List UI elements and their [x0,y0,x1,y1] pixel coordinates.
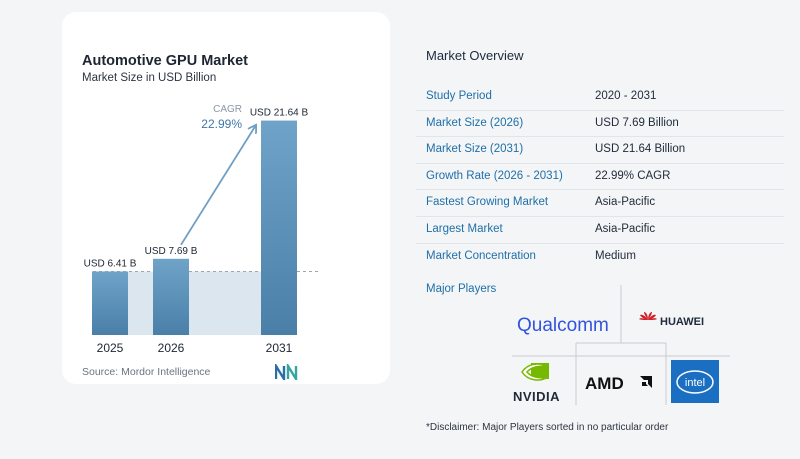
market-overview: Market Overview Study Period 2020 - 2031 M… [416,0,800,459]
cagr-value: 22.99% [201,117,242,131]
overview-value: Asia-Pacific [595,222,656,235]
source-note: Source: Mordor Intelligence [82,366,211,378]
players-title: Major Players [426,283,497,295]
amd-arrow-icon [640,376,652,388]
amd-logo: AMD [585,374,624,393]
overview-value: Medium [595,249,636,262]
overview-key: Study Period [426,90,492,102]
overview-key: Market Size (2031) [426,143,524,156]
bar-chart: USD 6.41 B 2025 USD 7.69 B 2026 USD 21.64 B 2… [84,104,318,355]
cagr-arrow [180,127,255,246]
overview-key: Market Size (2026) [426,116,524,129]
overview-table: Study Period 2020 - 2031 Market Size (2026… [416,84,784,270]
intel-logo-icon [671,360,719,403]
overview-row: Largest Market Asia-Pacific [416,217,784,244]
overview-row: Market Size (2031) USD 21.64 Billion [416,137,784,164]
qualcomm-logo: Qualcomm [517,315,609,336]
overview-value: 2020 - 2031 [595,90,657,102]
overview-title: Market Overview [426,48,524,63]
overview-row: Market Size (2026) USD 7.69 Billion [416,111,784,138]
mordor-logo-icon [275,364,298,380]
overview-key: Market Concentration [426,249,536,262]
bar-value-label: USD 6.41 B [84,258,137,269]
bar-value-label: USD 7.69 B [145,246,198,257]
chart-subtitle: Market Size in USD Billion [82,72,217,84]
overview-row: Study Period 2020 - 2031 [416,84,784,111]
overview-value: USD 21.64 Billion [595,143,686,156]
overview-value: 22.99% CAGR [595,169,671,182]
bar-value-label: USD 21.64 B [250,108,309,119]
overview-value: Asia-Pacific [595,196,656,209]
nvidia-logo-icon [521,363,549,381]
x-tick-label: 2025 [97,341,124,355]
nvidia-label: NVIDIA [513,389,560,404]
overview-key: Growth Rate (2026 - 2031) [426,169,563,182]
players-grid [512,285,730,405]
overview-key: Fastest Growing Market [426,196,549,209]
bar-2031 [261,120,297,335]
chart-title: Automotive GPU Market [82,53,248,69]
overview-value: USD 7.69 Billion [595,116,679,129]
overview-row: Growth Rate (2026 - 2031) 22.99% CAGR [416,164,784,191]
overview-row: Market Concentration Medium [416,244,784,271]
overview-key: Largest Market [426,222,503,235]
cagr-label: CAGR [213,104,242,115]
chart-card: Automotive GPU Market Market Size in USD… [62,12,390,384]
x-tick-label: 2026 [158,341,185,355]
x-tick-label: 2031 [266,341,293,355]
huawei-logo-icon [639,312,657,320]
overview-row: Fastest Growing Market Asia-Pacific [416,190,784,217]
bar-2026 [153,258,189,335]
disclaimer: *Disclaimer: Major Players sorted in no … [426,422,669,433]
bar-2025 [92,271,128,335]
major-players: Qualcomm HUAWEI NVIDIA AMD [512,285,730,405]
huawei-label: HUAWEI [660,316,704,328]
intel-label: intel [685,377,705,389]
